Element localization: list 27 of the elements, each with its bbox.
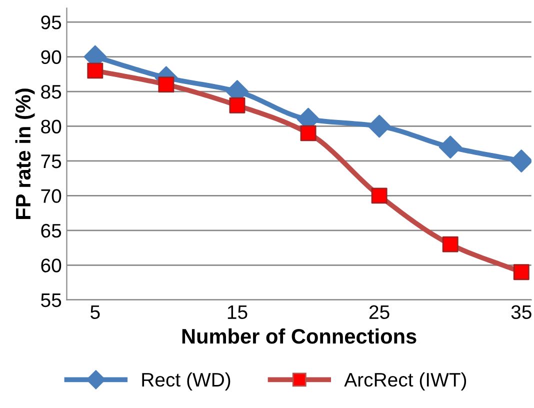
- y-tick-label: 85: [41, 84, 62, 99]
- y-tick-label: 55: [41, 294, 62, 308]
- legend-label: Rect (WD): [142, 372, 230, 390]
- x-tick-label: 15: [228, 305, 248, 320]
- point: [513, 264, 530, 280]
- legend-label: ArcRect (IWT): [344, 372, 466, 390]
- point: [442, 236, 458, 252]
- y-tick-label: 70: [41, 189, 62, 203]
- y-tick-label: 90: [41, 50, 62, 64]
- x-tick-label: 5: [90, 305, 100, 320]
- y-tick-label: 60: [41, 258, 62, 272]
- point: [438, 136, 462, 159]
- y-tick-label: 80: [41, 120, 62, 134]
- point: [300, 125, 316, 142]
- point: [87, 62, 104, 79]
- point: [158, 76, 174, 93]
- y-axis-title: FP rate in (%): [15, 88, 35, 219]
- point: [229, 97, 246, 114]
- x-tick-label: 35: [511, 305, 532, 320]
- y-tick-label: 95: [41, 16, 62, 30]
- point: [368, 114, 391, 138]
- y-tick-label: 75: [41, 154, 62, 168]
- point: [371, 188, 388, 204]
- y-tick-label: 65: [41, 224, 62, 238]
- point: [510, 150, 532, 172]
- x-axis-title: Number of Connections: [182, 328, 416, 344]
- x-tick-label: 25: [369, 305, 390, 320]
